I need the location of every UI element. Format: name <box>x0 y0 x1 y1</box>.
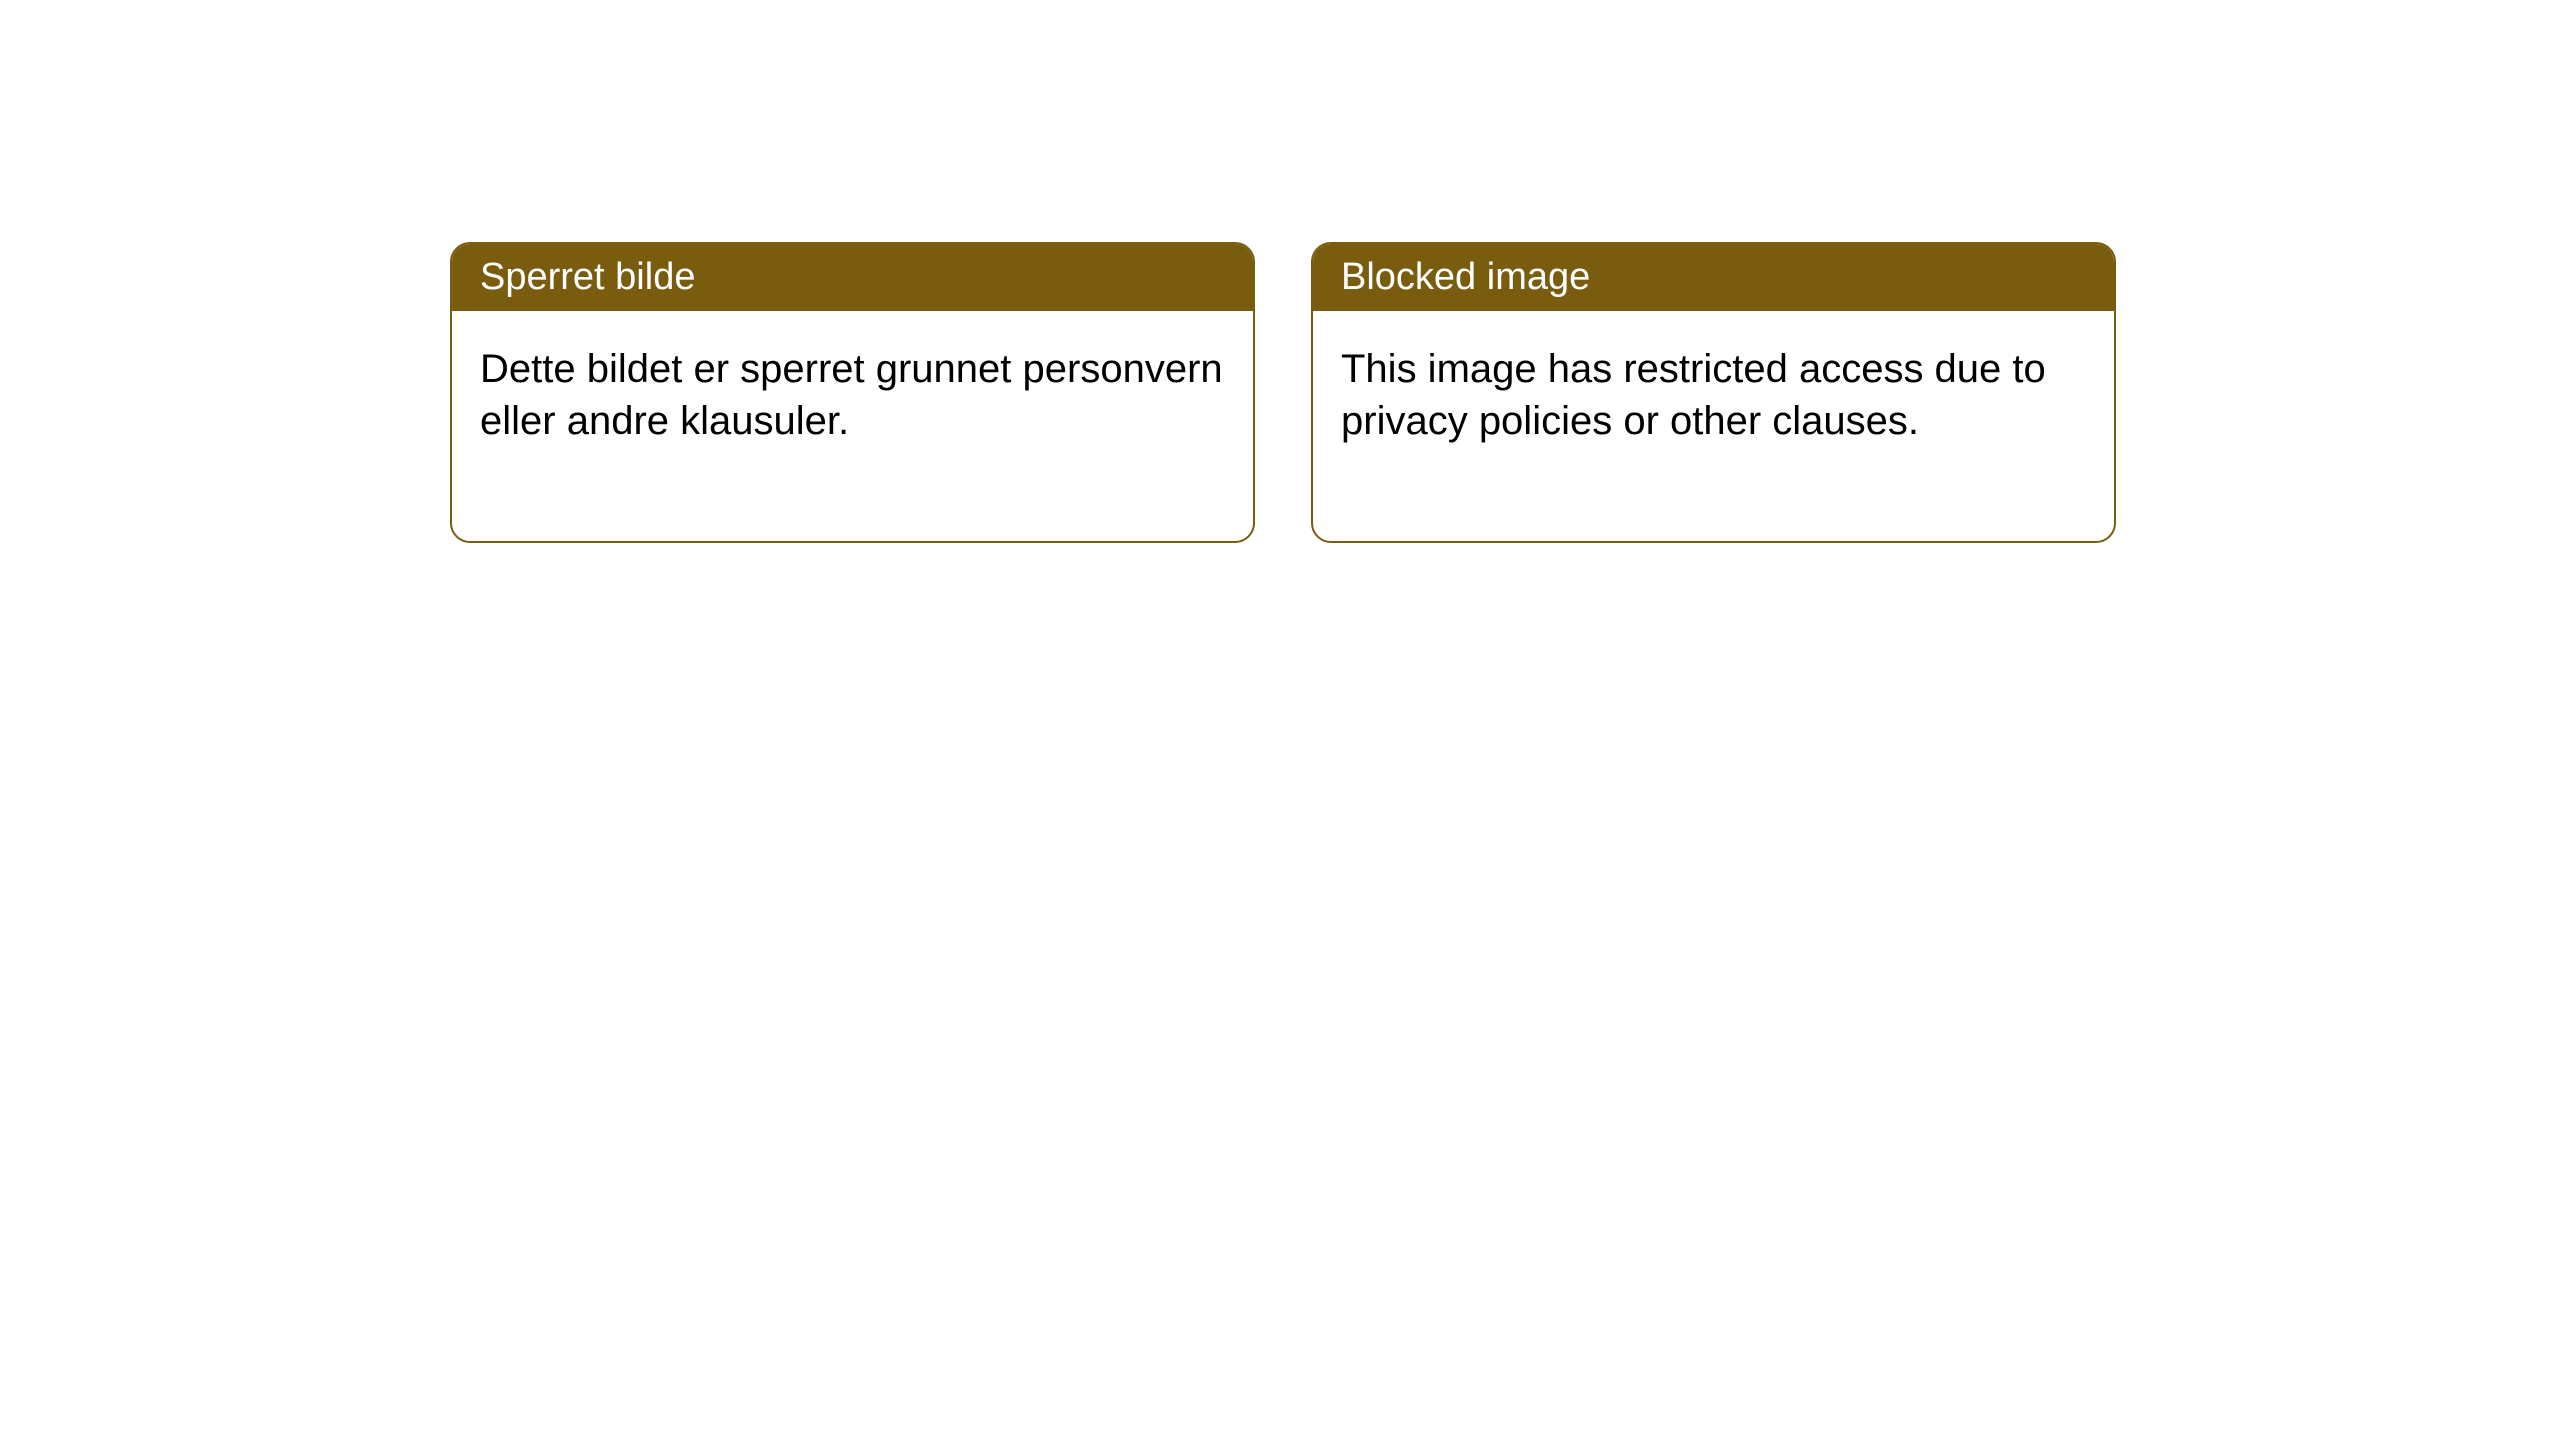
notice-body-norwegian: Dette bildet er sperret grunnet personve… <box>452 311 1253 541</box>
notice-card-english: Blocked image This image has restricted … <box>1311 242 2116 543</box>
notice-title-english: Blocked image <box>1341 256 1590 298</box>
notice-container: Sperret bilde Dette bildet er sperret gr… <box>0 0 2560 543</box>
notice-header-english: Blocked image <box>1313 244 2114 311</box>
notice-text-english: This image has restricted access due to … <box>1341 343 2086 447</box>
notice-header-norwegian: Sperret bilde <box>452 244 1253 311</box>
notice-text-norwegian: Dette bildet er sperret grunnet personve… <box>480 343 1225 447</box>
notice-body-english: This image has restricted access due to … <box>1313 311 2114 541</box>
notice-card-norwegian: Sperret bilde Dette bildet er sperret gr… <box>450 242 1255 543</box>
notice-title-norwegian: Sperret bilde <box>480 256 695 298</box>
